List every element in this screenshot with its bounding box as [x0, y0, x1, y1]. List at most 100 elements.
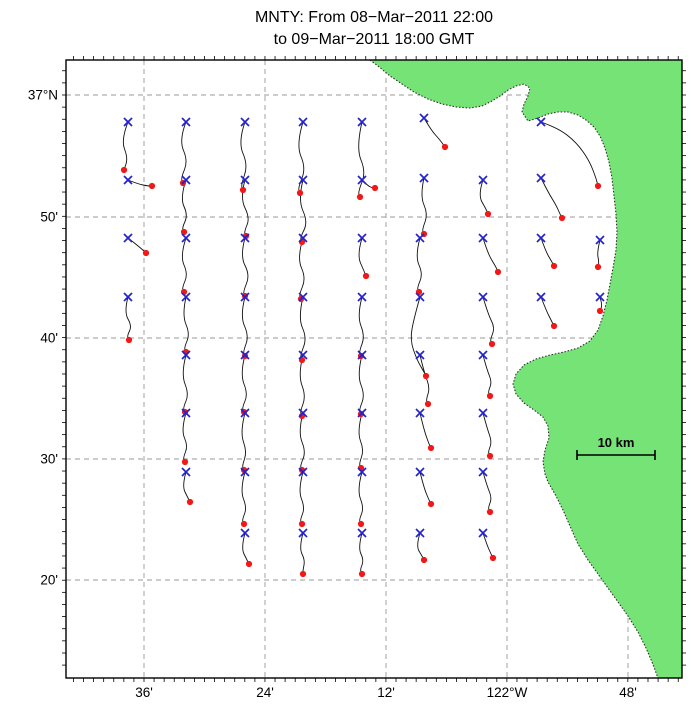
marker-layer: [120, 113, 605, 578]
trajectory-path: [240, 121, 247, 191]
trajectory-path: [358, 296, 364, 357]
scale-bar: [576, 450, 656, 460]
start-marker-x: [478, 408, 488, 418]
start-marker-x: [357, 528, 367, 538]
title-line-1: MNTY: From 08−Mar−2011 22:00: [254, 9, 494, 26]
end-marker-dot: [362, 272, 370, 280]
end-marker-dot: [550, 262, 558, 270]
start-marker-x: [240, 467, 250, 477]
start-marker-x: [357, 467, 367, 477]
start-marker-x: [181, 292, 191, 302]
start-marker-x: [181, 233, 191, 243]
trajectory-path: [358, 412, 363, 469]
end-marker-dot: [357, 520, 365, 528]
x-tick-label: 122°W: [487, 685, 528, 700]
trajectory-path: [482, 412, 492, 457]
trajectory-path: [242, 237, 249, 297]
end-marker-dot: [486, 392, 494, 400]
trajectory-path: [183, 296, 189, 353]
end-marker-dot: [422, 372, 430, 380]
x-stroke: [240, 467, 250, 477]
start-marker-x: [240, 528, 250, 538]
x-stroke: [123, 292, 133, 302]
figure-title: MNTY: From 08−Mar−2011 22:00 to 09−Mar−2…: [66, 7, 682, 51]
end-marker-dot: [494, 268, 502, 276]
start-marker-x: [123, 117, 133, 127]
trajectory-path: [540, 121, 599, 187]
trajectory-path: [419, 354, 430, 405]
y-tick-label: 40': [40, 331, 58, 346]
end-marker-dot: [125, 336, 133, 344]
x-tick-label: 12': [377, 685, 395, 700]
x-tick-label: 24': [256, 685, 274, 700]
trajectory-path: [423, 117, 446, 148]
x-stroke: [181, 467, 191, 477]
trajectory-path: [419, 471, 432, 505]
x-stroke: [181, 233, 191, 243]
x-stroke: [298, 292, 308, 302]
start-marker-x: [357, 175, 367, 185]
x-stroke: [415, 467, 425, 477]
trajectory-path: [299, 471, 304, 525]
trajectory-path: [416, 237, 422, 293]
trajectory-path: [482, 237, 499, 273]
start-marker-x: [419, 173, 429, 183]
end-marker-dot: [596, 307, 604, 315]
start-marker-x: [123, 175, 133, 185]
start-marker-x: [595, 292, 605, 302]
x-stroke: [357, 175, 367, 185]
y-tick-label: 20': [40, 573, 58, 588]
x-stroke: [123, 233, 133, 243]
x-stroke: [415, 408, 425, 418]
x-stroke: [298, 233, 308, 243]
start-marker-x: [415, 233, 425, 243]
end-marker-dot: [245, 560, 253, 568]
x-stroke: [240, 117, 250, 127]
start-marker-x: [357, 408, 367, 418]
x-stroke: [298, 408, 308, 418]
start-marker-x: [298, 233, 308, 243]
x-stroke: [415, 233, 425, 243]
start-marker-x: [298, 408, 308, 418]
start-marker-x: [536, 233, 546, 243]
end-marker-dot: [120, 166, 128, 174]
end-marker-dot: [296, 189, 304, 197]
start-marker-x: [478, 233, 488, 243]
start-marker-x: [357, 117, 367, 127]
trajectory-path: [410, 296, 427, 377]
x-stroke: [357, 117, 367, 127]
trajectory-path: [241, 471, 246, 525]
start-marker-x: [478, 292, 488, 302]
y-tick-label: 37°N: [28, 88, 58, 103]
y-tick-label: 30': [40, 452, 58, 467]
trajectory-path: [540, 237, 555, 267]
end-marker-dot: [142, 249, 150, 257]
x-stroke: [478, 350, 488, 360]
start-marker-x: [536, 117, 546, 127]
trajectory-path: [358, 471, 363, 525]
x-stroke: [357, 233, 367, 243]
map-frame: [65, 59, 683, 679]
x-tick-label: 36': [135, 685, 153, 700]
start-marker-x: [536, 173, 546, 183]
x-stroke: [478, 408, 488, 418]
trajectory-path: [299, 296, 306, 361]
x-stroke: [240, 175, 250, 185]
start-marker-x: [240, 408, 250, 418]
x-stroke: [419, 113, 429, 123]
start-marker-x: [298, 528, 308, 538]
start-marker-x: [298, 292, 308, 302]
trajectory-path: [181, 121, 187, 184]
end-marker-dot: [594, 182, 602, 190]
x-stroke: [415, 350, 425, 360]
end-marker-dot: [356, 193, 364, 201]
start-marker-x: [298, 175, 308, 185]
start-marker-x: [357, 233, 367, 243]
start-marker-x: [419, 113, 429, 123]
x-stroke: [357, 467, 367, 477]
x-stroke: [419, 173, 429, 183]
start-marker-x: [478, 528, 488, 538]
x-stroke: [536, 173, 546, 183]
start-marker-x: [298, 350, 308, 360]
trajectory-path: [181, 179, 187, 233]
